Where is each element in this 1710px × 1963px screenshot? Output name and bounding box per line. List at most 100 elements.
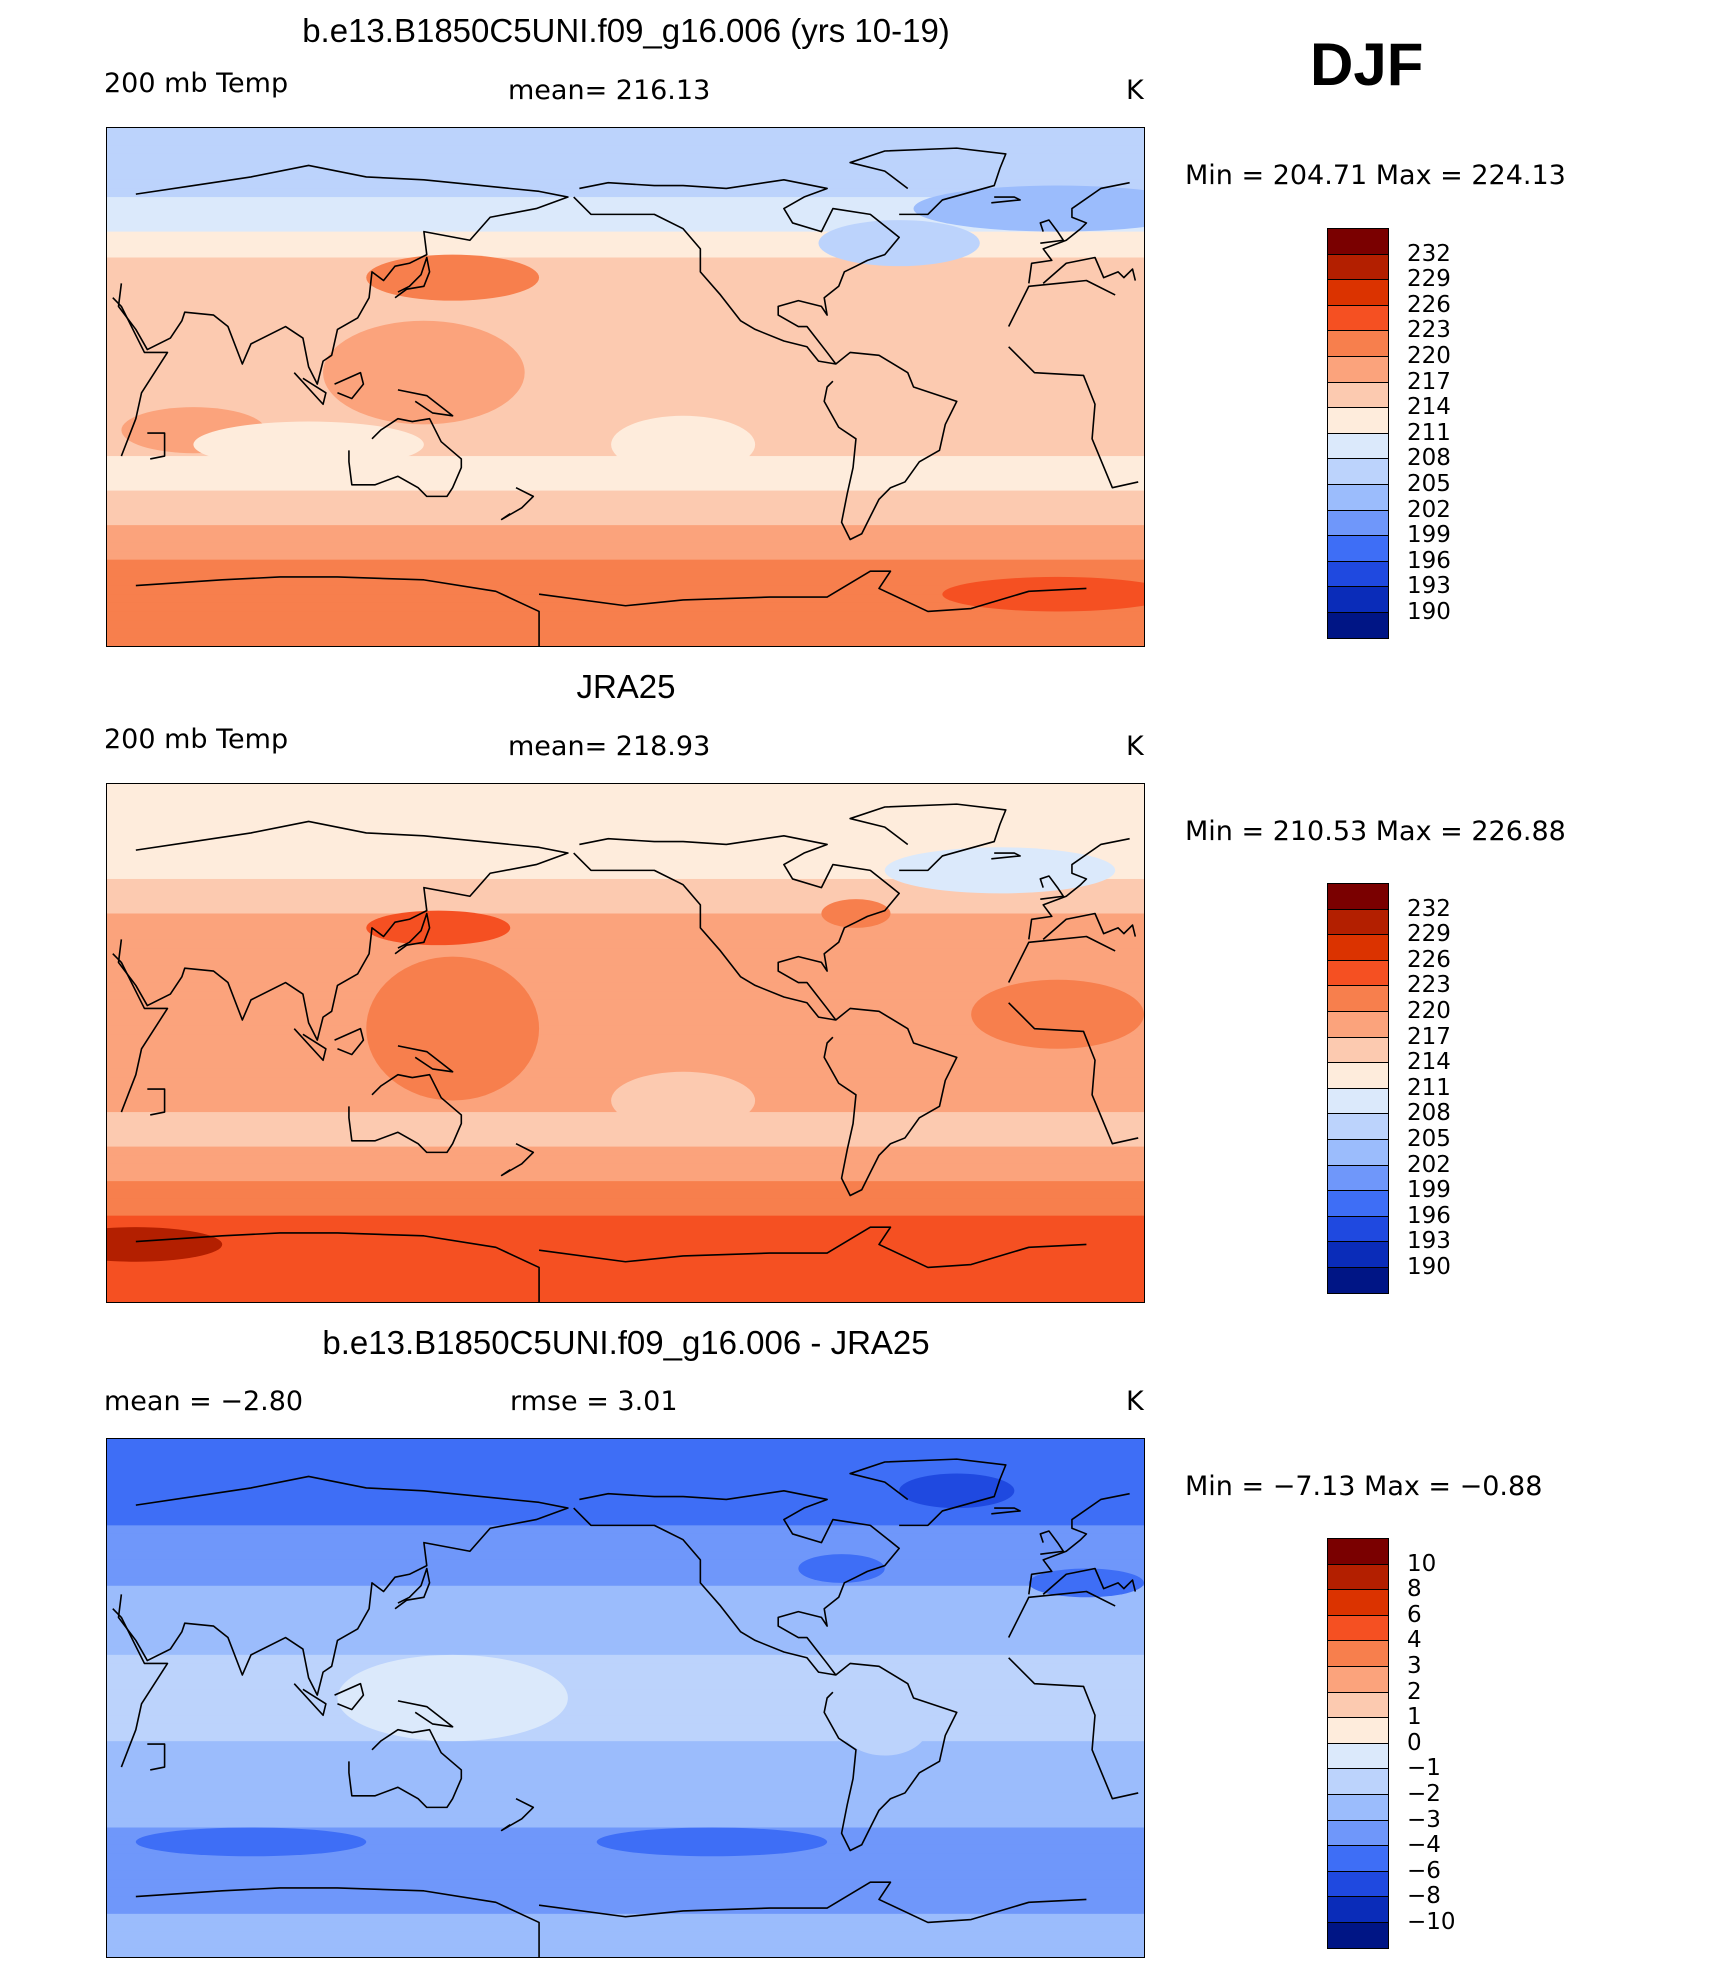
coastline [293,372,327,406]
field-anomaly [611,415,756,474]
field-band [107,1568,1144,1578]
colorbar-swatch [1327,1563,1389,1591]
coastline [117,1475,569,1696]
field-anomaly [366,956,540,1101]
field-band [107,1043,1144,1053]
field-band [107,404,1144,414]
field-band [107,784,1144,794]
field-band [107,878,1144,889]
colorbar-swatch [1327,228,1389,255]
colorbar-swatch [1327,279,1389,306]
field-band [107,1137,1144,1148]
colorbar-swatch [1327,1267,1389,1294]
panel-3-minmax: Min = −7.13 Max = −0.88 [1185,1471,1543,1502]
colorbar-swatch [1327,934,1389,961]
field-band [107,1439,1144,1449]
field-band [107,1516,1144,1526]
field-anomaly [135,1827,367,1857]
coastline [112,953,169,1113]
field-band [107,896,1144,906]
field-anomaly [611,1071,756,1130]
field-band [107,1672,1144,1682]
field-band [107,205,1144,215]
field-band [107,809,1144,820]
field-band [107,283,1144,293]
field-anomaly [107,1227,223,1262]
field-band [107,1464,1144,1475]
field-band [107,965,1144,975]
field-band [107,602,1144,613]
colorbar-label: 196 [1407,1202,1451,1229]
field-band [107,1258,1144,1269]
colorbar-swatch [1327,985,1389,1012]
field-anomaly [366,254,540,301]
field-band [107,1456,1144,1466]
field-band [107,982,1144,992]
colorbar-label: 202 [1407,496,1451,523]
field-band [107,1879,1144,1889]
coastline [991,196,1021,204]
field-band [107,1172,1144,1182]
field-band [107,1129,1144,1139]
field-band [107,818,1144,828]
field-band [107,1698,1144,1708]
colorbar-label: −3 [1407,1806,1441,1833]
coastline [573,835,900,1021]
panel-1-minmax: Min = 204.71 Max = 224.13 [1185,160,1566,191]
colorbar-label: 193 [1407,573,1451,600]
coastline [1039,1530,1065,1555]
field-anomaly [193,421,424,468]
colorbar-label: 205 [1407,1126,1451,1152]
field-band [107,585,1144,595]
field-band [107,473,1144,483]
colorbar-label: 1 [1407,1704,1422,1731]
field-anomaly [913,185,1144,232]
field-band [107,1250,1144,1260]
field-band [107,1120,1144,1130]
coastline [1007,1590,1116,1638]
colorbar-label: −6 [1407,1857,1441,1884]
field-band [107,326,1144,336]
panel-1-mean: mean= 216.13 [508,75,711,106]
field-anomaly [971,979,1144,1049]
field-band [107,948,1144,958]
field-band [107,1060,1144,1070]
field-band [107,956,1144,966]
field-band [107,991,1144,1001]
field-band [107,464,1144,474]
coastline [1007,279,1116,327]
field-band [107,188,1144,198]
colorbar-label: −4 [1407,1832,1441,1859]
field-band [107,1577,1144,1587]
field-band [107,1267,1144,1277]
colorbar-swatch [1327,356,1389,383]
coastline [117,164,569,385]
colorbar-label: 3 [1407,1653,1422,1679]
panel-1-map-svg [107,128,1144,646]
field-band [107,1198,1144,1208]
panel-2-mean: mean= 218.93 [508,731,711,762]
field-anomaly [841,1698,928,1756]
field-band [107,1801,1144,1811]
field-band [107,1827,1144,1837]
colorbar-swatch [1327,560,1389,588]
colorbar-label: 214 [1407,1049,1451,1076]
field-band [107,1533,1144,1544]
field-band [107,421,1144,431]
field-band [107,1034,1144,1044]
colorbar-label: 223 [1407,317,1451,344]
field-band [107,525,1144,535]
field-band [107,1163,1144,1174]
field-band [107,162,1144,172]
coastline [394,256,431,299]
colorbar-swatch [1327,253,1389,281]
colorbar-swatch [1327,304,1389,332]
field-band [107,1207,1144,1217]
field-band [107,999,1144,1010]
colorbar-label: 220 [1407,998,1451,1024]
field-band [107,1792,1144,1803]
colorbar-swatch [1327,1011,1389,1038]
field-band [107,1775,1144,1785]
panel-3-mean: mean = −2.80 [104,1386,304,1417]
field-band [107,352,1144,362]
